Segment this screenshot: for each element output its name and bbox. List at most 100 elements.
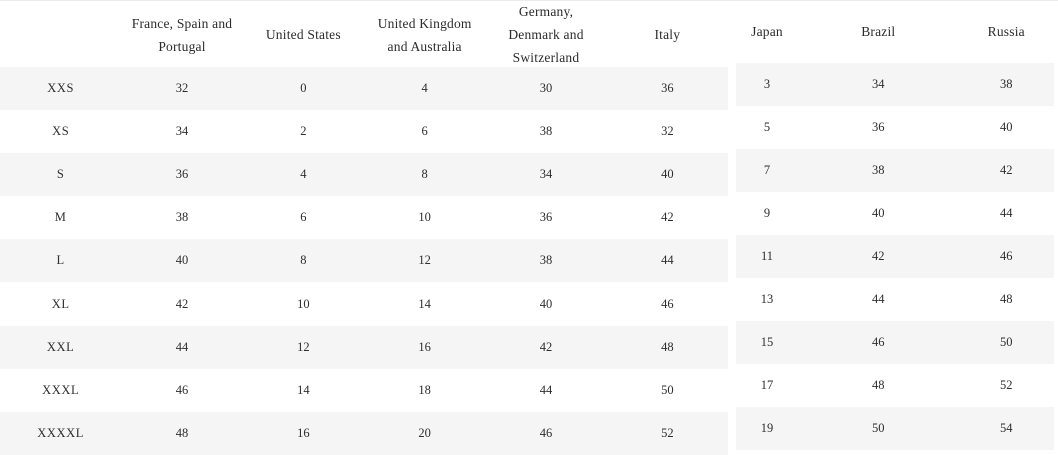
size-label-cell: XS <box>52 124 70 139</box>
value-cell: 5 <box>763 120 771 134</box>
value-cell: 40 <box>539 296 553 311</box>
value-cell: 14 <box>418 296 431 311</box>
size-label-cell: XXS <box>47 81 75 96</box>
value-cell: 10 <box>418 210 431 225</box>
column-header-italy: Italy <box>654 27 681 42</box>
size-label-cell: XXL <box>46 339 75 354</box>
value-cell: 46 <box>539 425 553 440</box>
column-header-russia: Russia <box>987 24 1025 39</box>
value-cell: 52 <box>1000 378 1013 392</box>
size-label-cell: XL <box>51 296 70 311</box>
table-row-xxxl-right: 17 48 52 <box>736 364 1054 407</box>
value-cell: 4 <box>300 167 307 182</box>
value-cell: 38 <box>539 124 553 139</box>
right-table-header-row: Japan Brazil Russia <box>736 0 1054 63</box>
table-row-xxs: XXS 32 0 4 30 36 <box>0 67 728 111</box>
value-cell: 15 <box>760 335 774 349</box>
size-label-cell: S <box>56 167 65 182</box>
value-cell: 6 <box>300 210 307 225</box>
value-cell: 38 <box>539 253 553 268</box>
value-cell: 0 <box>300 81 307 96</box>
value-cell: 20 <box>418 425 431 440</box>
value-cell: 3 <box>763 77 771 91</box>
table-row-xl-right: 13 44 48 <box>736 278 1054 321</box>
value-cell: 16 <box>418 339 431 354</box>
value-cell: 6 <box>421 124 428 139</box>
value-cell: 44 <box>1000 206 1013 220</box>
table-row-xxxl: XXXL 46 14 18 44 50 <box>0 369 728 412</box>
value-cell: 34 <box>175 124 189 139</box>
table-row-s-right: 7 38 42 <box>736 149 1054 192</box>
value-cell: 46 <box>1000 249 1013 263</box>
table-row-xxs-right: 3 34 38 <box>736 63 1054 106</box>
value-cell: 11 <box>760 249 774 263</box>
value-cell: 32 <box>175 81 189 96</box>
value-cell: 44 <box>661 253 674 268</box>
value-cell: 9 <box>763 206 771 220</box>
value-cell: 38 <box>175 210 189 225</box>
table-top-rule <box>0 0 1058 1</box>
left-table-header-row: France, Spain and Portugal United States… <box>0 0 728 67</box>
value-cell: 34 <box>539 167 553 182</box>
value-cell: 48 <box>872 378 885 392</box>
value-cell: 13 <box>760 292 774 306</box>
value-cell: 44 <box>539 382 553 397</box>
value-cell: 36 <box>539 210 553 225</box>
table-row-l: L 40 8 12 38 44 <box>0 239 728 283</box>
value-cell: 50 <box>872 421 885 435</box>
value-cell: 48 <box>661 339 674 354</box>
value-cell: 8 <box>300 253 307 268</box>
value-cell: 52 <box>661 425 674 440</box>
value-cell: 40 <box>661 167 674 182</box>
column-header-france-spain-portugal: France, Spain and Portugal <box>131 15 233 54</box>
table-row-xl: XL 42 10 14 40 46 <box>0 282 728 325</box>
table-row-m: M 38 6 10 36 42 <box>0 196 728 239</box>
value-cell: 8 <box>421 167 428 182</box>
value-cell: 30 <box>539 81 553 96</box>
value-cell: 46 <box>175 382 189 397</box>
value-cell: 44 <box>872 292 885 306</box>
table-row-l-right: 11 42 46 <box>736 235 1054 278</box>
value-cell: 40 <box>175 253 189 268</box>
value-cell: 54 <box>1000 421 1013 435</box>
value-cell: 42 <box>872 249 885 263</box>
column-header-japan: Japan <box>751 24 783 39</box>
value-cell: 42 <box>1000 163 1013 177</box>
table-row-m-right: 9 40 44 <box>736 192 1054 235</box>
value-cell: 36 <box>661 81 674 96</box>
value-cell: 46 <box>872 335 885 349</box>
value-cell: 50 <box>1000 335 1013 349</box>
value-cell: 42 <box>539 339 553 354</box>
value-cell: 36 <box>175 167 189 182</box>
value-cell: 10 <box>297 296 310 311</box>
value-cell: 12 <box>418 253 431 268</box>
size-conversion-table-right: Japan Brazil Russia 3 34 38 5 36 40 7 38… <box>736 0 1054 450</box>
size-label-cell: XXXL <box>42 382 80 397</box>
value-cell: 36 <box>872 120 885 134</box>
size-conversion-table-left: France, Spain and Portugal United States… <box>0 0 728 455</box>
value-cell: 14 <box>297 382 310 397</box>
value-cell: 16 <box>297 425 310 440</box>
value-cell: 42 <box>175 296 189 311</box>
table-row-xxl-right: 15 46 50 <box>736 321 1054 364</box>
value-cell: 48 <box>175 425 189 440</box>
value-cell: 38 <box>1000 77 1013 91</box>
size-label-cell: XXXXL <box>37 425 85 440</box>
value-cell: 44 <box>175 339 189 354</box>
value-cell: 42 <box>661 210 674 225</box>
table-row-xxxxl: XXXXL 48 16 20 46 52 <box>0 411 728 455</box>
value-cell: 7 <box>763 163 771 177</box>
right-table-body: 3 34 38 5 36 40 7 38 42 9 40 44 11 42 46… <box>736 63 1054 450</box>
value-cell: 4 <box>421 81 428 96</box>
value-cell: 2 <box>300 124 307 139</box>
size-label-cell: L <box>56 253 65 268</box>
value-cell: 40 <box>1000 120 1013 134</box>
value-cell: 18 <box>418 382 431 397</box>
table-row-s: S 36 4 8 34 40 <box>0 153 728 197</box>
value-cell: 32 <box>661 124 674 139</box>
value-cell: 38 <box>872 163 885 177</box>
value-cell: 17 <box>760 378 774 392</box>
table-row-xs-right: 5 36 40 <box>736 106 1054 149</box>
column-header-germany-denmark-switzerland: Germany, Denmark and Switzerland <box>508 4 584 65</box>
left-table-body: XXS 32 0 4 30 36 XS 34 2 6 38 32 S 36 4 … <box>0 67 728 455</box>
